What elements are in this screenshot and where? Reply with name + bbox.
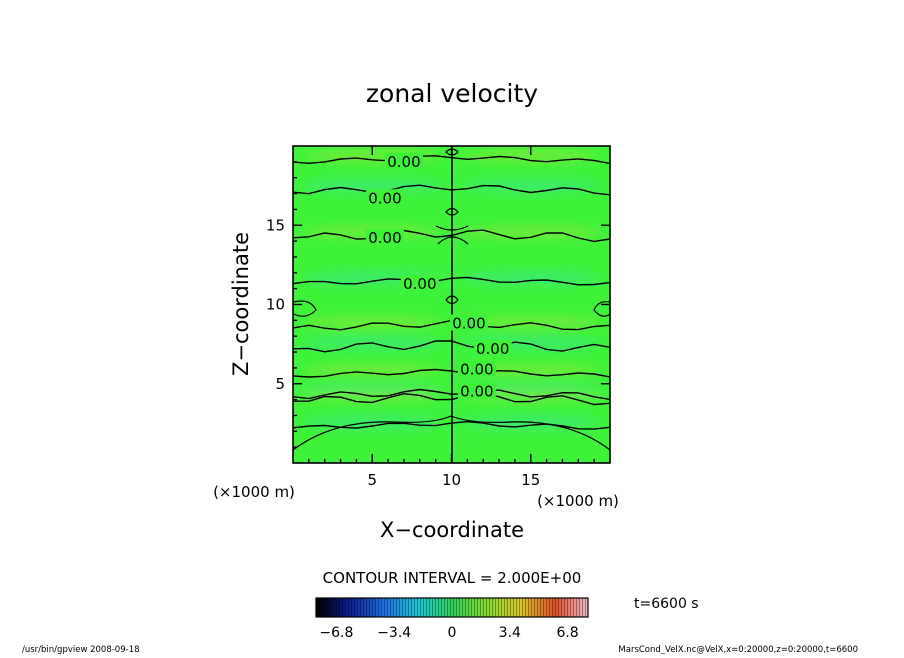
axis-ticks <box>293 146 610 463</box>
field-band <box>302 315 443 330</box>
contour-arch-2 <box>435 225 469 231</box>
colorbar-tick-label: 0 <box>448 625 457 641</box>
contour-label-bg <box>400 274 439 291</box>
contour-bottom-dome <box>293 415 610 451</box>
contour-label: 0.00 <box>476 340 509 358</box>
field-band <box>460 270 601 285</box>
plot-area <box>293 146 610 463</box>
colorbar-tick-label: 6.8 <box>556 625 578 641</box>
y-axis-label: Z−coordinate <box>229 232 253 376</box>
colorbar-tick-label: −6.8 <box>319 625 353 641</box>
contour-label: 0.00 <box>368 229 401 247</box>
contour-interval-text: CONTOUR INTERVAL = 2.000E+00 <box>323 569 582 587</box>
colorbar-tick-label: −3.4 <box>377 625 411 641</box>
contour-label-bg <box>449 314 488 331</box>
contour-labels: 0.00 0.00 0.00 0.00 0.00 0.00 0.00 0.00 <box>365 152 512 401</box>
field-band <box>460 224 601 239</box>
contour-label: 0.00 <box>460 360 493 378</box>
colorbar-tick-label: 3.4 <box>499 625 521 641</box>
contour-label: 0.00 <box>452 315 485 333</box>
contour-right-loop <box>593 301 610 317</box>
contour-label-bg <box>384 152 423 169</box>
contour-label: 0.00 <box>368 189 401 207</box>
contour-label-bg <box>457 360 496 377</box>
y-tick-label: 5 <box>275 375 285 393</box>
contour-blob-mid <box>445 207 459 216</box>
contour-label: 0.00 <box>403 275 436 293</box>
time-label: t=6600 s <box>634 596 699 612</box>
chart-title: zonal velocity <box>366 79 538 108</box>
contour-blob-low <box>445 295 459 305</box>
footer-left: /usr/bin/gpview 2008-09-18 <box>22 645 140 654</box>
colorbar-tick-labels: −6.8 −3.4 0 3.4 6.8 <box>319 625 578 641</box>
field-band <box>302 178 443 193</box>
contour-label: 0.00 <box>460 383 493 401</box>
contour-label-bg <box>457 382 496 399</box>
y-tick-label: 15 <box>266 216 285 234</box>
x-units-label: (×1000 m) <box>537 492 619 510</box>
x-tick-label: 5 <box>367 471 377 489</box>
tick-labels: 5 10 15 5 10 15 <box>266 216 540 489</box>
contour-blob-upper <box>445 148 459 156</box>
colorbar: −6.8 −3.4 0 3.4 6.8 <box>315 597 589 641</box>
contour-arch-1 <box>437 236 469 245</box>
field-band <box>460 178 601 193</box>
x-tick-label: 15 <box>521 471 540 489</box>
contour-label: 0.00 <box>387 153 420 171</box>
colorbar-stripes <box>316 598 588 617</box>
footer-right: MarsCond_VelX.nc@VelX,x=0:20000,z=0:2000… <box>618 645 858 654</box>
x-tick-label: 10 <box>442 471 461 489</box>
colorbar-frame <box>315 597 589 618</box>
contour-small-features <box>293 148 610 451</box>
y-units-label: (×1000 m) <box>213 483 295 501</box>
y-tick-label: 10 <box>266 296 285 314</box>
x-axis-label: X−coordinate <box>380 518 524 542</box>
contour-label-bg <box>365 189 404 206</box>
contour-label-bg <box>473 339 512 356</box>
contour-label-bg <box>365 228 404 245</box>
contour-left-loop <box>293 300 317 317</box>
